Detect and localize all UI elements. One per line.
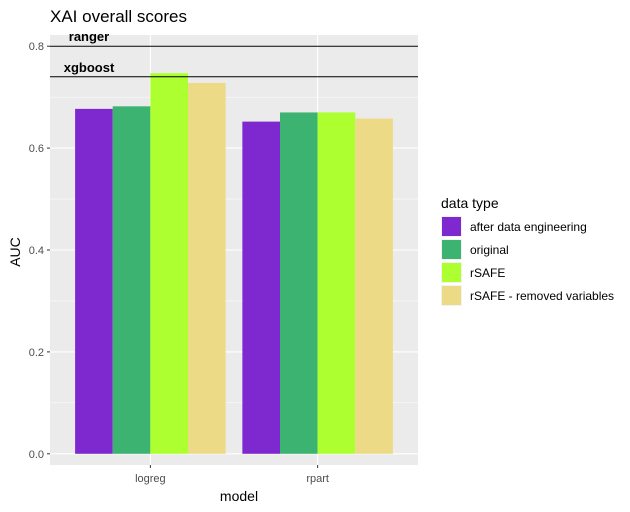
legend-label: after data engineering <box>470 220 587 234</box>
legend-title: data type <box>441 195 499 211</box>
legend-label: original <box>470 243 509 257</box>
bar <box>112 106 151 454</box>
legend-swatch <box>442 217 461 236</box>
legend: data type after data engineering original… <box>441 195 614 306</box>
legend-label: rSAFE - removed variables <box>470 289 614 303</box>
x-axis-title: model <box>220 488 258 504</box>
reference-line-label: ranger <box>69 29 109 44</box>
y-axis-title: AUC <box>7 237 23 267</box>
y-tick-label: 0.0 <box>29 449 44 461</box>
legend-swatch <box>442 240 461 259</box>
legend-label: rSAFE <box>470 266 505 280</box>
bar <box>355 118 393 454</box>
reference-lines: ranger xgboost <box>50 29 418 78</box>
y-tick-label: 0.4 <box>29 245 44 257</box>
bar <box>188 82 226 454</box>
y-axis: 0.0 0.2 0.4 0.6 0.8 <box>29 41 50 461</box>
chart-title: XAI overall scores <box>50 7 187 26</box>
x-tick-label: rpart <box>306 473 329 485</box>
x-tick-label: logreg <box>135 473 166 485</box>
legend-swatch <box>442 286 461 305</box>
bar <box>150 73 188 454</box>
y-tick-label: 0.6 <box>29 143 44 155</box>
bar <box>75 108 113 454</box>
bar <box>317 112 356 454</box>
x-axis: logreg rpart <box>135 465 329 485</box>
bar <box>242 121 280 454</box>
reference-line-label: xgboost <box>64 60 115 75</box>
y-tick-label: 0.2 <box>29 347 44 359</box>
y-tick-label: 0.8 <box>29 41 44 53</box>
bar-marks <box>75 73 393 454</box>
bar <box>280 112 318 454</box>
legend-swatch <box>442 263 461 282</box>
